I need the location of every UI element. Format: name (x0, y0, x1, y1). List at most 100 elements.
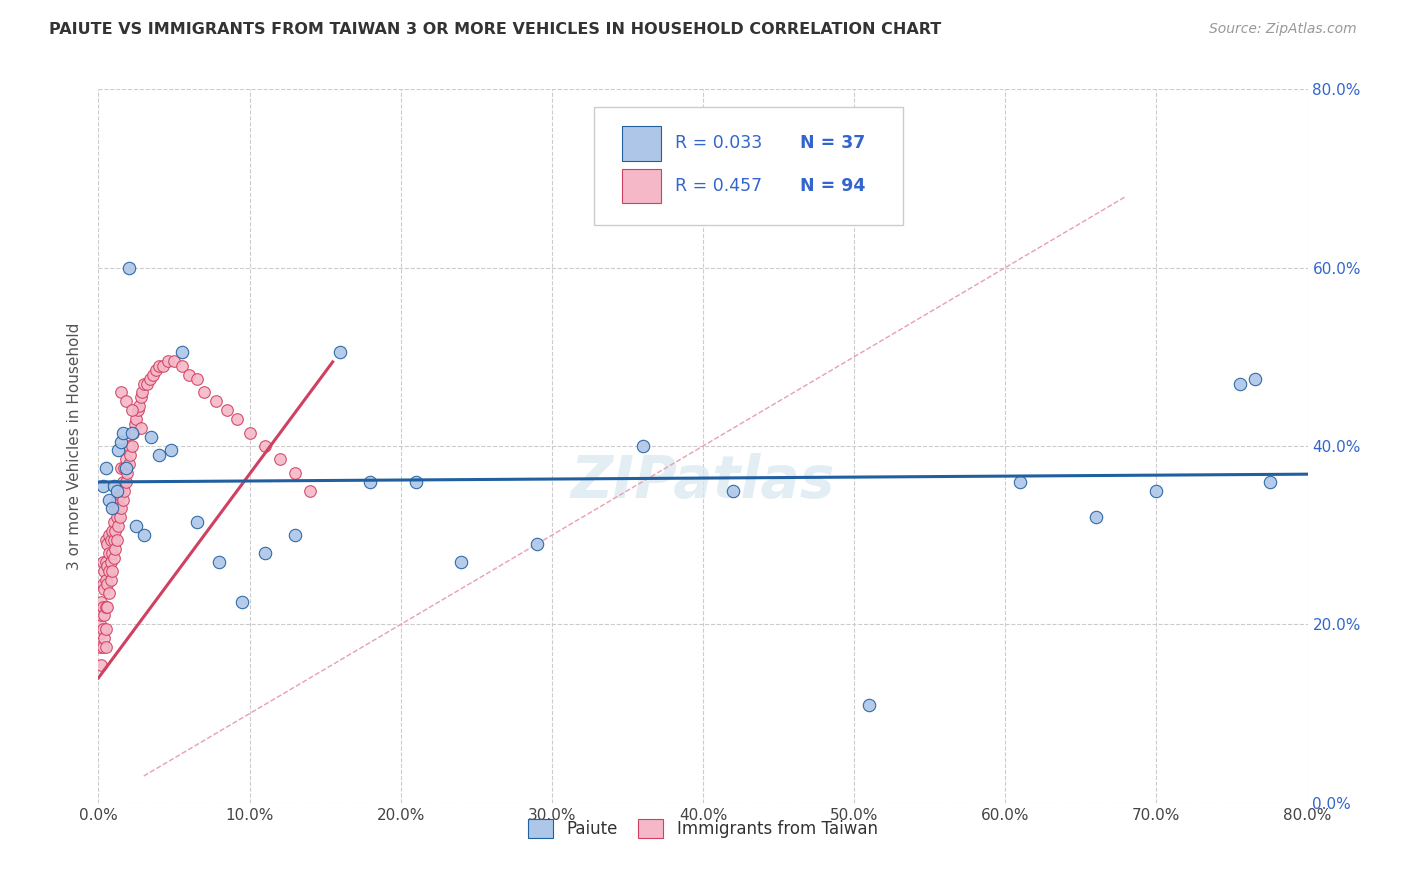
Point (114, 461, 136, 475)
Point (253, 439, 276, 453)
Point (91, 555, 114, 569)
Point (96, 559, 118, 574)
Point (148, 448, 170, 462)
Point (160, 443, 183, 458)
Point (94, 533, 117, 547)
Point (104, 541, 127, 556)
Text: N = 37: N = 37 (800, 135, 865, 153)
Point (120, 448, 142, 462)
Point (93, 564, 115, 578)
Point (135, 376, 157, 391)
Point (121, 439, 143, 453)
Point (129, 390, 152, 404)
Point (269, 452, 291, 467)
Point (112, 461, 135, 475)
Point (107, 443, 129, 458)
Point (186, 372, 208, 386)
Point (450, 555, 472, 569)
Point (114, 394, 136, 409)
Point (104, 501, 127, 516)
Legend: Paiute, Immigrants from Taiwan: Paiute, Immigrants from Taiwan (522, 812, 884, 845)
Point (90, 626, 112, 640)
Point (170, 359, 193, 373)
Point (1144, 483, 1167, 498)
Point (253, 546, 276, 560)
Point (105, 492, 128, 507)
Point (127, 403, 149, 417)
Point (118, 457, 141, 471)
Point (114, 452, 136, 467)
Point (128, 399, 150, 413)
Point (96, 537, 118, 551)
Point (108, 488, 131, 502)
Point (142, 368, 165, 382)
Text: PAIUTE VS IMMIGRANTS FROM TAIWAN 3 OR MORE VEHICLES IN HOUSEHOLD CORRELATION CHA: PAIUTE VS IMMIGRANTS FROM TAIWAN 3 OR MO… (49, 22, 942, 37)
Point (94, 461, 117, 475)
Point (226, 412, 249, 426)
Text: Source: ZipAtlas.com: Source: ZipAtlas.com (1209, 22, 1357, 37)
Point (231, 595, 253, 609)
Point (114, 475, 136, 489)
Point (129, 421, 152, 435)
Point (89, 640, 111, 654)
Point (208, 555, 231, 569)
Point (94, 555, 117, 569)
Point (94, 599, 117, 614)
Point (156, 354, 179, 368)
Point (105, 533, 128, 547)
Point (98, 492, 121, 507)
Point (110, 461, 132, 475)
Point (145, 363, 167, 377)
Point (100, 533, 122, 547)
Point (101, 501, 124, 516)
Point (96, 577, 118, 591)
Point (111, 492, 134, 507)
Point (125, 519, 148, 533)
Point (139, 372, 162, 386)
Point (193, 385, 215, 400)
Point (121, 403, 143, 417)
Point (98, 546, 121, 560)
Y-axis label: 3 or more Vehicles in Household: 3 or more Vehicles in Household (67, 322, 83, 570)
Point (110, 483, 132, 498)
Point (103, 550, 125, 565)
Point (90, 657, 112, 672)
Point (107, 519, 129, 533)
Point (91, 622, 114, 636)
FancyBboxPatch shape (595, 107, 903, 225)
Point (526, 537, 548, 551)
Point (105, 510, 128, 524)
Point (118, 439, 141, 453)
Point (101, 524, 124, 538)
Point (858, 698, 880, 712)
Point (91, 479, 114, 493)
Point (186, 515, 208, 529)
Point (100, 573, 122, 587)
Point (125, 412, 148, 426)
Point (631, 439, 654, 453)
Point (132, 376, 155, 391)
Point (405, 475, 427, 489)
Point (239, 425, 262, 440)
Point (110, 434, 132, 449)
Point (170, 345, 193, 359)
Point (93, 631, 115, 645)
Point (93, 608, 115, 623)
Point (100, 555, 122, 569)
Point (105, 483, 128, 498)
Point (112, 483, 135, 498)
Point (179, 368, 201, 382)
Point (94, 573, 117, 587)
Point (299, 483, 322, 498)
Text: ZIPatlas: ZIPatlas (571, 453, 835, 510)
Point (1229, 376, 1251, 391)
Point (205, 394, 228, 409)
Point (91, 577, 114, 591)
Point (118, 260, 141, 275)
Point (152, 359, 174, 373)
Point (284, 466, 307, 480)
Point (284, 528, 307, 542)
Point (360, 475, 382, 489)
Point (94, 640, 117, 654)
Point (1243, 372, 1265, 386)
